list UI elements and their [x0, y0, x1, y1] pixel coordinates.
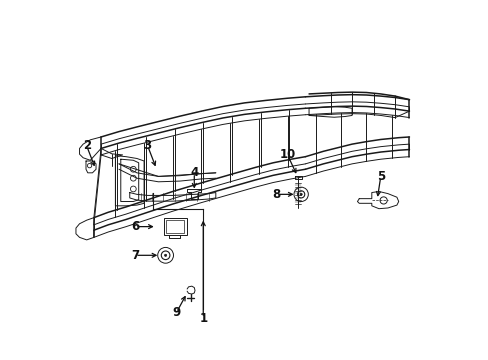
Circle shape [379, 197, 386, 204]
Text: 10: 10 [279, 148, 295, 161]
Text: 6: 6 [131, 220, 139, 233]
Text: 8: 8 [272, 188, 280, 201]
Circle shape [161, 251, 169, 260]
Circle shape [87, 163, 92, 168]
Circle shape [300, 193, 302, 195]
Circle shape [164, 254, 166, 256]
Circle shape [297, 191, 304, 198]
Circle shape [130, 166, 136, 172]
Bar [163, 219, 187, 234]
Text: 9: 9 [172, 306, 180, 319]
Bar [165, 220, 184, 233]
Circle shape [293, 187, 308, 202]
Circle shape [158, 247, 173, 263]
Circle shape [130, 186, 136, 192]
Text: 3: 3 [143, 139, 151, 152]
Text: 5: 5 [376, 170, 384, 183]
Circle shape [130, 175, 136, 181]
Text: 7: 7 [131, 249, 139, 262]
Text: 1: 1 [199, 311, 207, 325]
Text: 4: 4 [190, 166, 198, 179]
Text: 2: 2 [82, 139, 91, 152]
